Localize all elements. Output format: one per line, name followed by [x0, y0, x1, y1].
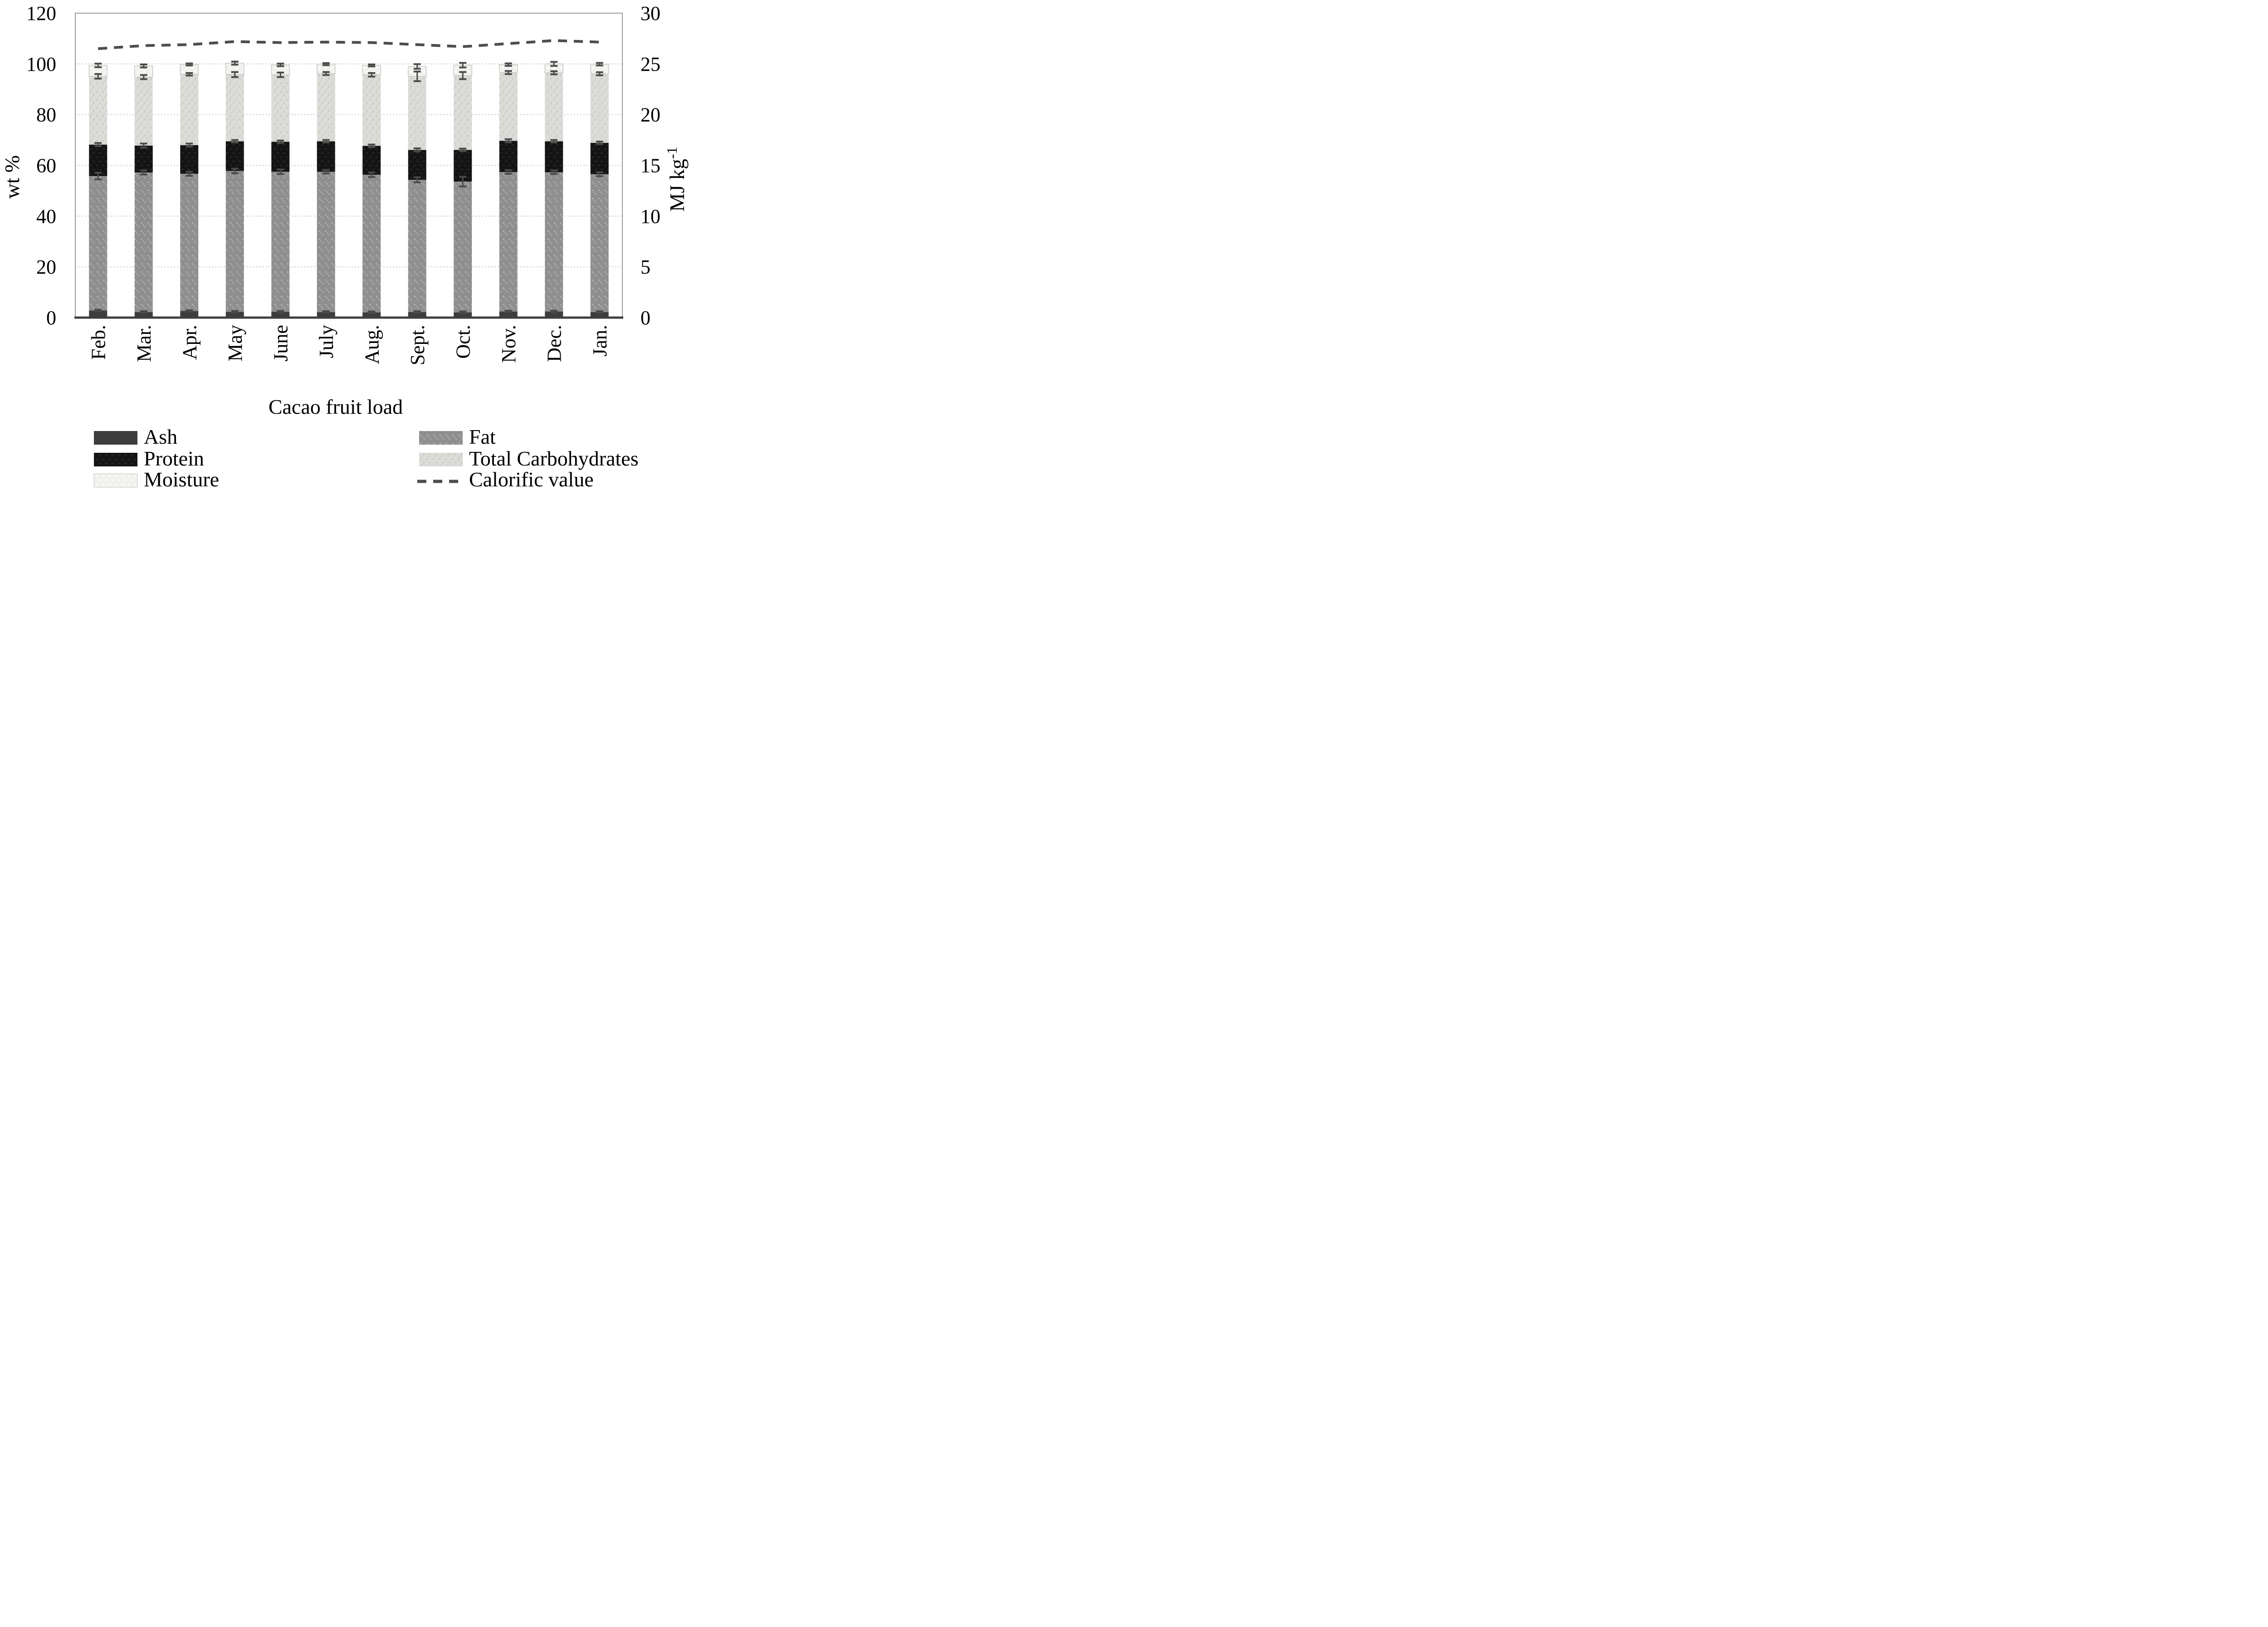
legend-label-ash: Ash	[144, 425, 177, 448]
right-axis-tick-label: 15	[640, 155, 660, 177]
bar-segment-total-carbohydrates	[408, 76, 426, 150]
legend-swatch-total-carbohydrates	[419, 453, 463, 466]
left-axis-tick-label: 0	[46, 307, 56, 329]
bar-segment-ash	[89, 310, 108, 318]
bar-segment-fat	[499, 172, 518, 312]
left-axis-tick-label: 100	[26, 53, 56, 75]
bar-segment-ash	[362, 312, 381, 318]
left-axis-tick-label: 20	[36, 256, 56, 278]
x-axis-category-label: Feb.	[87, 325, 109, 360]
bar-segment-total-carbohydrates	[271, 74, 290, 142]
bar-segment-fat	[408, 180, 426, 312]
bar-segment-protein	[180, 145, 199, 174]
bar-segment-ash	[180, 311, 199, 318]
bar-segment-total-carbohydrates	[362, 74, 381, 146]
bar-segment-total-carbohydrates	[499, 72, 518, 141]
legend-label-calorific-value: Calorific value	[469, 468, 594, 488]
legend-label-fat: Fat	[469, 425, 496, 448]
bar-segment-protein	[317, 141, 335, 172]
bar-segment-fat	[317, 172, 335, 312]
left-axis-tick-label: 80	[36, 104, 56, 126]
right-axis-tick-label: 5	[640, 256, 650, 278]
left-axis-tick-label: 60	[36, 155, 56, 177]
bar-segment-protein	[134, 145, 153, 173]
bar-segment-protein	[408, 150, 426, 180]
bar-segment-ash	[317, 312, 335, 318]
bar-segment-fat	[89, 176, 108, 311]
x-axis-category-label: Oct.	[452, 325, 474, 359]
x-axis-category-label: Aug.	[361, 325, 383, 364]
x-axis-category-label: Sept.	[406, 325, 429, 365]
legend-swatch-moisture	[93, 473, 138, 488]
bar-segment-total-carbohydrates	[545, 73, 563, 142]
legend-label-protein: Protein	[144, 447, 204, 470]
bar-segment-total-carbohydrates	[89, 76, 108, 145]
x-axis-category-label: Apr.	[178, 325, 200, 360]
bar-segment-fat	[545, 172, 563, 312]
bar-segment-ash	[225, 312, 244, 318]
bar-segment-protein	[362, 146, 381, 175]
bar-segment-fat	[590, 174, 609, 312]
bar-segment-fat	[134, 172, 153, 312]
bar-segment-total-carbohydrates	[134, 77, 153, 146]
bar-segment-total-carbohydrates	[454, 75, 472, 150]
stacked-bar-line-chart: 0 20 40 60 80 100 120 0 5 10 15 20 25 30 Feb. Mar. Apr. M…	[0, 2, 689, 491]
legend-label-total-carbohydrates: Total Carbohydrates	[469, 447, 639, 470]
legend-swatch-protein	[94, 453, 137, 466]
right-axis-title: MJ kg-1	[664, 147, 689, 212]
bar-segment-protein	[545, 141, 563, 172]
bar-segment-ash	[590, 312, 609, 318]
legend-swatch-ash	[94, 431, 137, 445]
bar-segment-protein	[225, 141, 244, 171]
right-axis-tick-label: 25	[640, 53, 660, 75]
right-axis-tick-label: 10	[640, 205, 660, 227]
legend: Ash Protein Moisture Fat Total Carbohydr…	[93, 425, 639, 491]
bar-segment-total-carbohydrates	[317, 74, 335, 142]
bar-segment-fat	[180, 173, 199, 311]
calorific-value-line	[98, 39, 600, 50]
x-axis-category-label: July	[315, 325, 337, 358]
bar-segment-fat	[271, 172, 290, 312]
left-axis-title: wt %	[0, 155, 24, 199]
x-axis-category-label: Jan.	[589, 325, 611, 357]
bar-segment-total-carbohydrates	[590, 74, 609, 143]
right-axis-tick-label: 20	[640, 104, 660, 126]
bar-segment-fat	[454, 181, 472, 313]
x-axis-category-label: Mar.	[133, 325, 155, 362]
bar-segment-protein	[89, 144, 108, 176]
bar-segment-ash	[545, 311, 563, 318]
right-axis-tick-label: 0	[640, 307, 650, 329]
x-axis-category-label: Nov.	[498, 325, 520, 363]
chart-figure: 0 20 40 60 80 100 120 0 5 10 15 20 25 30 Feb. Mar. Apr. M…	[0, 0, 702, 491]
bar-segment-ash	[271, 312, 290, 318]
plot-area: 0 20 40 60 80 100 120 0 5 10 15 20 25 30 Feb. Mar. Apr. M…	[26, 2, 660, 365]
bar-segment-fat	[225, 171, 244, 312]
bar-segment-total-carbohydrates	[180, 74, 199, 145]
bar-segment-ash	[408, 312, 426, 318]
x-axis-category-label: June	[269, 325, 292, 362]
bar-segment-ash	[134, 312, 153, 318]
x-axis-category-label: Dec.	[543, 325, 565, 362]
bar-segment-ash	[454, 312, 472, 318]
left-axis-tick-label: 120	[26, 2, 56, 25]
legend-swatch-fat	[419, 431, 463, 445]
bar-segment-protein	[590, 142, 609, 175]
bar-segment-protein	[271, 142, 290, 172]
bar-segment-total-carbohydrates	[225, 74, 244, 142]
left-axis-tick-label: 40	[36, 205, 56, 227]
bar-segment-fat	[362, 175, 381, 313]
right-axis-tick-label: 30	[640, 2, 660, 25]
bar-segment-ash	[499, 311, 518, 318]
x-axis-title: Cacao fruit load	[269, 395, 403, 418]
bar-segment-protein	[499, 141, 518, 172]
legend-label-moisture: Moisture	[144, 468, 219, 488]
x-axis-category-label: May	[224, 325, 246, 362]
